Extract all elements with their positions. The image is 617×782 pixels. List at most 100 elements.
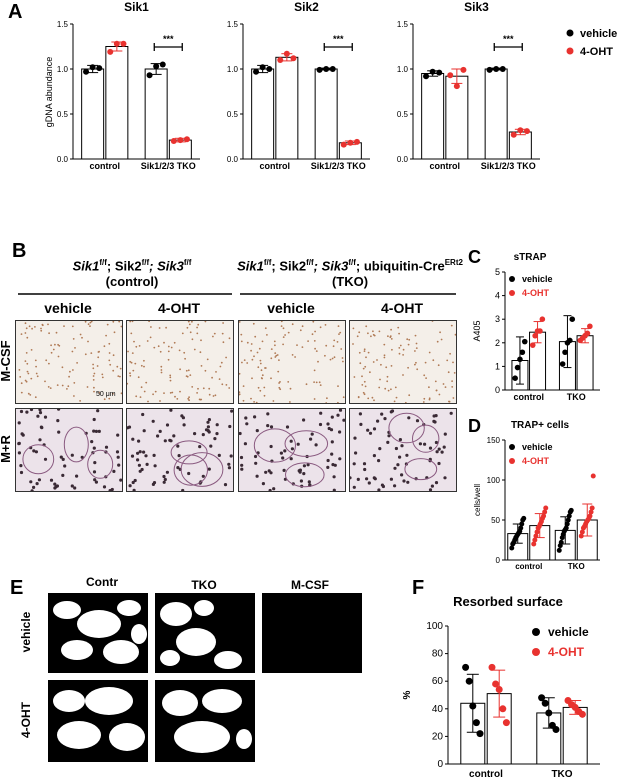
cell-dot: [84, 321, 87, 323]
cell-dot: [387, 434, 391, 438]
cell-dot: [176, 466, 180, 470]
y-tick-label: 0.5: [397, 110, 409, 119]
cell-dot: [173, 341, 176, 344]
cell-dot: [362, 391, 365, 394]
cell-dot: [135, 395, 138, 398]
data-point: [517, 356, 523, 363]
cell-dot: [402, 354, 404, 356]
cell-dot: [315, 381, 318, 384]
cell-dot: [407, 366, 409, 369]
cell-dot: [414, 363, 416, 366]
cell-dot: [63, 464, 67, 468]
x-category-label: control: [260, 161, 291, 171]
cell-dot: [169, 374, 172, 377]
cell-dot: [314, 443, 318, 447]
cell-dot: [169, 379, 172, 382]
cell-dot: [57, 409, 61, 411]
cell-dot: [302, 464, 306, 468]
cell-dot: [358, 412, 362, 416]
cell-dot: [56, 419, 60, 423]
cell-dot: [38, 411, 43, 415]
legend-marker-vehicle: [509, 276, 515, 282]
cell-dot: [255, 401, 258, 403]
cell-dot: [108, 359, 111, 362]
allele-sup: f/f: [141, 258, 150, 267]
cell-dot: [330, 440, 334, 444]
panel-e-letter: E: [10, 577, 23, 599]
cell-dot: [108, 342, 111, 345]
osteoclast-outline: [63, 426, 89, 463]
cell-dot: [239, 372, 241, 375]
row-label-vehicle: vehicle: [19, 611, 33, 652]
cell-dot: [254, 461, 258, 465]
x-category-label: TKO: [567, 392, 586, 402]
cell-dot: [75, 474, 79, 478]
cell-dot: [186, 326, 189, 329]
cell-dot: [239, 393, 240, 396]
cell-dot: [332, 488, 336, 491]
cell-dot: [438, 393, 441, 396]
cell-dot: [363, 467, 367, 472]
cell-dot: [40, 327, 42, 330]
cell-dot: [342, 360, 344, 363]
cell-dot: [259, 389, 262, 392]
cell-dot: [130, 361, 133, 364]
cell-dot: [373, 399, 375, 402]
cell-dot: [145, 381, 148, 384]
cell-dot: [191, 321, 193, 323]
cell-dot: [187, 369, 190, 372]
cell-dot: [406, 480, 410, 484]
resorption-mask-tko-oht: [155, 680, 255, 762]
cell-dot: [435, 450, 439, 454]
cell-dot: [198, 398, 201, 401]
allele-sup: f/f: [99, 258, 107, 267]
cell-dot: [339, 331, 342, 334]
data-point: [542, 509, 548, 515]
genotype-control: Sik1f/f; Sik2f/f; Sik3f/f: [62, 258, 202, 273]
data-point: [170, 138, 177, 144]
gene-sik2: ; Sik2: [271, 258, 307, 274]
cell-dot: [428, 488, 433, 491]
data-point: [429, 68, 436, 75]
cell-dot: [93, 372, 96, 375]
cell-dot: [134, 362, 137, 365]
cell-dot: [45, 359, 48, 362]
cell-dot: [98, 391, 101, 394]
cell-dot: [157, 345, 160, 348]
cell-dot: [364, 385, 367, 388]
cell-dot: [243, 359, 246, 361]
data-point: [579, 529, 585, 535]
cell-dot: [204, 321, 207, 323]
cell-dot: [444, 386, 447, 388]
cell-dot: [359, 362, 362, 365]
y-tick-label: 100: [487, 476, 501, 485]
cell-dot: [106, 323, 109, 326]
bar-vehicle-Sik1/2/3 TKO: [484, 68, 508, 160]
cell-dot: [133, 340, 135, 343]
cell-dot: [90, 440, 94, 444]
cell-dot: [408, 338, 411, 341]
cell-dot: [219, 365, 222, 368]
cell-dot: [319, 411, 323, 415]
cell-dot: [283, 449, 287, 453]
chart-f: [445, 625, 600, 765]
cell-dot: [72, 338, 75, 340]
cell-dot: [285, 425, 290, 429]
cell-dot: [131, 321, 134, 323]
bar-vehicle-control: [421, 73, 445, 160]
cell-dot: [352, 327, 355, 330]
cell-dot: [223, 483, 228, 487]
cell-dot: [266, 334, 268, 336]
cell-dot: [207, 430, 211, 434]
bar-vehicle-control: [251, 68, 275, 160]
cell-dot: [240, 463, 244, 467]
cell-dot: [267, 469, 271, 473]
cell-dot: [213, 332, 216, 335]
cell-texture: [352, 321, 456, 403]
cell-dot: [44, 380, 46, 383]
data-point: [436, 69, 443, 76]
cell-dot: [255, 429, 259, 433]
bar-vehicle-control: [81, 68, 105, 160]
cell-dot: [138, 345, 141, 347]
cell-dot: [416, 368, 419, 371]
